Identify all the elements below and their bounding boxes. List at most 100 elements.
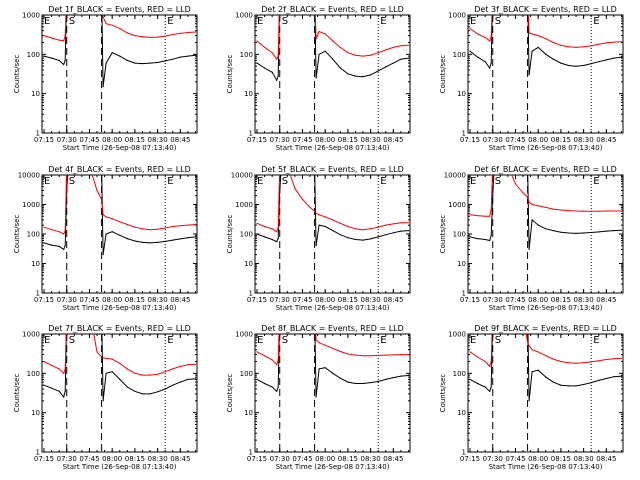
events-data-point: [64, 390, 66, 392]
y-tick-label: 1: [462, 130, 466, 138]
events-data-point: [407, 230, 410, 232]
x-axis-label: Start Time (26-Sep-08 07:13:40): [63, 463, 177, 471]
x-tick-label: 07:30: [483, 455, 503, 463]
x-tick-label: 08:00: [528, 296, 548, 304]
events-data-point: [528, 400, 530, 402]
lld-data-point: [605, 42, 607, 44]
events-data-point: [583, 383, 585, 386]
marker-label-e: E: [470, 16, 476, 27]
lld-data-point: [119, 362, 121, 364]
x-axis-label: Start Time (26-Sep-08 07:13:40): [276, 463, 390, 471]
events-data-point: [560, 62, 562, 64]
lld-data-point: [309, 206, 311, 208]
lld-data-point: [522, 192, 524, 194]
lld-data-point: [528, 201, 530, 203]
events-data-point: [385, 66, 387, 68]
lld-data-point: [567, 46, 570, 48]
events-data-point: [567, 385, 570, 387]
lld-data-point: [318, 214, 320, 216]
lld-data-point: [392, 223, 394, 225]
lld-data-point: [43, 35, 45, 37]
lld-data-point: [314, 210, 316, 212]
lld-data-point: [119, 28, 121, 30]
x-tick-label: 08:15: [338, 136, 358, 144]
events-data-point: [318, 224, 320, 226]
events-data-point: [567, 232, 570, 234]
x-tick-label: 07:15: [34, 296, 54, 304]
events-series-line: [469, 334, 622, 401]
events-data-point: [256, 233, 258, 235]
lld-data-point: [134, 372, 136, 374]
events-data-point: [492, 315, 493, 316]
y-axis-label: Counts/sec: [226, 55, 234, 94]
lld-data-point: [332, 219, 334, 221]
events-data-point: [385, 378, 387, 380]
lld-data-point: [477, 356, 479, 358]
lld-data-point: [301, 198, 304, 200]
lld-series-line: [43, 334, 196, 376]
lld-data-point: [102, 357, 104, 359]
lld-data-point: [469, 214, 471, 216]
x-axis-label: Start Time (26-Sep-08 07:13:40): [63, 304, 177, 312]
events-data-point: [528, 248, 530, 250]
lld-data-point: [347, 353, 349, 355]
lld-data-point: [141, 374, 144, 376]
x-tick-label: 08:30: [148, 455, 168, 463]
y-tick-label: 10000: [231, 172, 253, 180]
lld-data-point: [347, 52, 349, 54]
lld-data-point: [528, 32, 530, 34]
lld-data-point: [172, 368, 174, 370]
y-axis-label: Counts/sec: [226, 215, 234, 254]
lld-data-point: [590, 210, 592, 212]
events-data-point: [537, 46, 539, 49]
lld-data-point: [490, 36, 492, 38]
events-data-point: [545, 53, 547, 55]
marker-label-e: E: [44, 16, 50, 27]
events-data-point: [276, 390, 278, 392]
events-data-point: [179, 56, 181, 58]
x-tick-label: 08:00: [315, 455, 335, 463]
lld-data-point: [324, 216, 326, 218]
lld-data-point: [370, 355, 372, 357]
marker-label-e: E: [593, 16, 599, 27]
x-tick-label: 07:45: [292, 455, 312, 463]
x-axis-label: Start Time (26-Sep-08 07:13:40): [489, 144, 603, 152]
lld-series-line: [43, 15, 196, 42]
lld-data-point: [63, 372, 65, 374]
x-tick-label: 08:15: [551, 296, 571, 304]
x-tick-label: 07:45: [505, 136, 525, 144]
lld-data-point: [489, 365, 491, 367]
events-series-line: [256, 15, 409, 82]
events-data-point: [318, 53, 320, 55]
lld-data-point: [105, 23, 107, 25]
events-data-point: [164, 240, 166, 242]
lld-data-point: [377, 52, 379, 54]
x-tick-label: 08:30: [574, 455, 594, 463]
events-data-point: [111, 371, 113, 373]
lld-data-point: [407, 354, 410, 356]
lld-series-line: [469, 334, 622, 368]
events-data-point: [119, 378, 121, 380]
panel-2: Det 2f_BLACK = Events, RED = LLD 1 10 100 10…: [226, 5, 411, 152]
events-data-point: [354, 238, 357, 241]
lld-data-point: [264, 46, 266, 49]
x-tick-label: 08:30: [361, 455, 381, 463]
panel-3: Det 3f_BLACK = Events, RED = LLD 1 10 100 10…: [439, 5, 624, 152]
events-data-point: [264, 236, 266, 238]
x-tick-label: 08:30: [148, 296, 168, 304]
x-tick-label: 07:30: [270, 455, 290, 463]
y-tick-label: 1: [36, 290, 40, 298]
y-tick-label: 100: [27, 51, 40, 59]
lld-data-point: [194, 31, 197, 33]
marker-label-e: E: [167, 16, 173, 27]
lld-data-point: [271, 228, 273, 230]
lld-data-point: [620, 210, 623, 212]
events-data-point: [370, 74, 372, 76]
lld-data-point: [484, 36, 486, 39]
x-tick-label: 08:30: [361, 136, 381, 144]
lld-data-point: [552, 41, 554, 44]
x-tick-label: 07:45: [79, 296, 99, 304]
events-data-point: [324, 50, 326, 52]
lld-data-point: [271, 359, 273, 361]
x-tick-label: 08:15: [125, 455, 145, 463]
